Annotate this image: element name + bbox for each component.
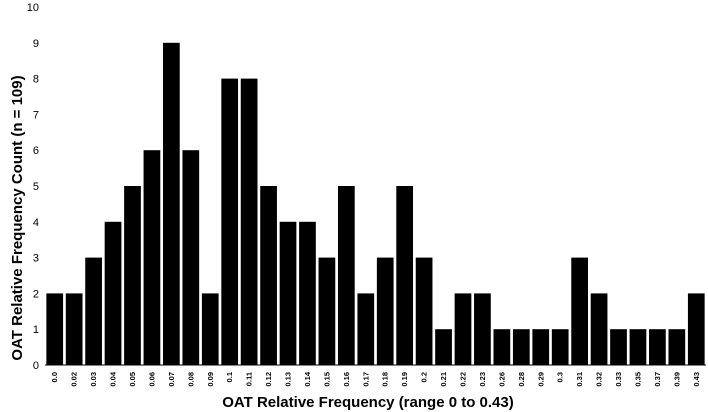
bar [435, 329, 452, 365]
x-tick-label: 0.09 [206, 372, 215, 387]
bar [85, 257, 102, 365]
x-tick-label: 0.29 [536, 372, 545, 387]
x-tick-label: 0.31 [575, 372, 584, 387]
x-tick-label: 0.43 [692, 372, 701, 387]
x-tick-label: 0.03 [89, 372, 98, 387]
y-tick-label: 3 [33, 253, 39, 265]
x-tick-label: 0.33 [614, 372, 623, 387]
bar [551, 329, 569, 365]
x-tick-label: 0.11 [245, 372, 254, 386]
x-tick-label: 0.04 [109, 371, 118, 386]
x-tick-label: 0.07 [167, 372, 176, 387]
x-tick-label: 0.3 [556, 372, 565, 382]
y-tick-label: 6 [33, 145, 39, 157]
bar [124, 186, 141, 365]
bar [396, 186, 414, 365]
x-tick-label: 0.22 [458, 372, 467, 387]
y-axis-title-group: OAT Relative Frequency Count (n = 109) [9, 75, 26, 360]
bar [182, 150, 200, 365]
x-tick-label: 0.17 [361, 372, 370, 387]
bar [474, 293, 491, 365]
y-tick-label: 10 [27, 2, 39, 14]
bar [337, 186, 355, 365]
x-tick-label: 0.05 [128, 372, 137, 387]
bar [65, 293, 83, 365]
x-tick-label: 0.32 [595, 372, 604, 387]
x-tick-label: 0.14 [303, 371, 312, 386]
bar [629, 329, 647, 365]
x-tick-label: 0.0 [50, 372, 59, 382]
y-tick-label: 0 [33, 360, 39, 372]
x-tick-label: 0.28 [517, 372, 526, 387]
x-tick-label: 0.12 [264, 372, 273, 387]
bar [415, 257, 433, 365]
x-tick-label: 0.08 [186, 372, 195, 387]
x-tick-label: 0.23 [478, 372, 487, 387]
bar [610, 329, 627, 365]
bar [668, 329, 686, 365]
y-tick-label: 4 [33, 217, 39, 229]
bar [201, 293, 219, 365]
x-tick-label: 0.1 [225, 372, 234, 382]
bars [46, 42, 705, 366]
bar [493, 329, 511, 365]
bar [163, 42, 180, 366]
x-tick-label: 0.18 [381, 372, 390, 387]
bar [260, 186, 277, 365]
bar [571, 257, 588, 365]
bar [687, 293, 705, 365]
bar [279, 221, 297, 365]
x-tick-label: 0.16 [342, 372, 351, 387]
y-tick-label: 2 [33, 288, 39, 300]
bar [357, 293, 375, 365]
bar [590, 293, 608, 365]
x-tick-label: 0.39 [672, 372, 681, 387]
bar [454, 293, 472, 365]
x-tick-labels: 0.0 0.02 0.03 0.04 0.05 0.06 0.07 0.08 0.09 0.1 0.… [50, 371, 701, 386]
x-tick-label: 0.06 [147, 372, 156, 387]
bar [143, 150, 161, 365]
bar [240, 78, 258, 365]
y-tick-label: 8 [33, 74, 39, 86]
y-tick-label: 5 [33, 181, 39, 193]
x-tick-label: 0.19 [400, 372, 409, 387]
bar [376, 257, 394, 365]
x-tick-label: 0.02 [70, 372, 79, 387]
x-tick-label: 0.15 [322, 372, 331, 387]
bar [104, 221, 122, 365]
x-tick-label: 0.13 [284, 372, 293, 387]
bar [512, 329, 530, 365]
bar [318, 257, 336, 365]
x-axis-title: OAT Relative Frequency (range 0 to 0.43) [222, 394, 513, 411]
x-tick-label: 0.26 [497, 372, 506, 387]
x-tick-label: 0.37 [653, 372, 662, 387]
bar [221, 78, 239, 365]
bar [46, 293, 64, 365]
y-tick-label: 9 [33, 38, 39, 50]
y-tick-labels: 0 1 2 3 4 5 6 7 8 9 10 [27, 2, 39, 372]
bar [532, 329, 550, 365]
bar [299, 221, 316, 365]
bar [649, 329, 666, 365]
x-tick-label: 0.35 [633, 372, 642, 387]
y-tick-label: 1 [33, 324, 39, 336]
x-tick-label: 0.21 [439, 372, 448, 387]
y-axis-title: OAT Relative Frequency Count (n = 109) [9, 75, 26, 360]
x-tick-label: 0.2 [420, 372, 429, 382]
y-tick-label: 7 [33, 109, 39, 121]
